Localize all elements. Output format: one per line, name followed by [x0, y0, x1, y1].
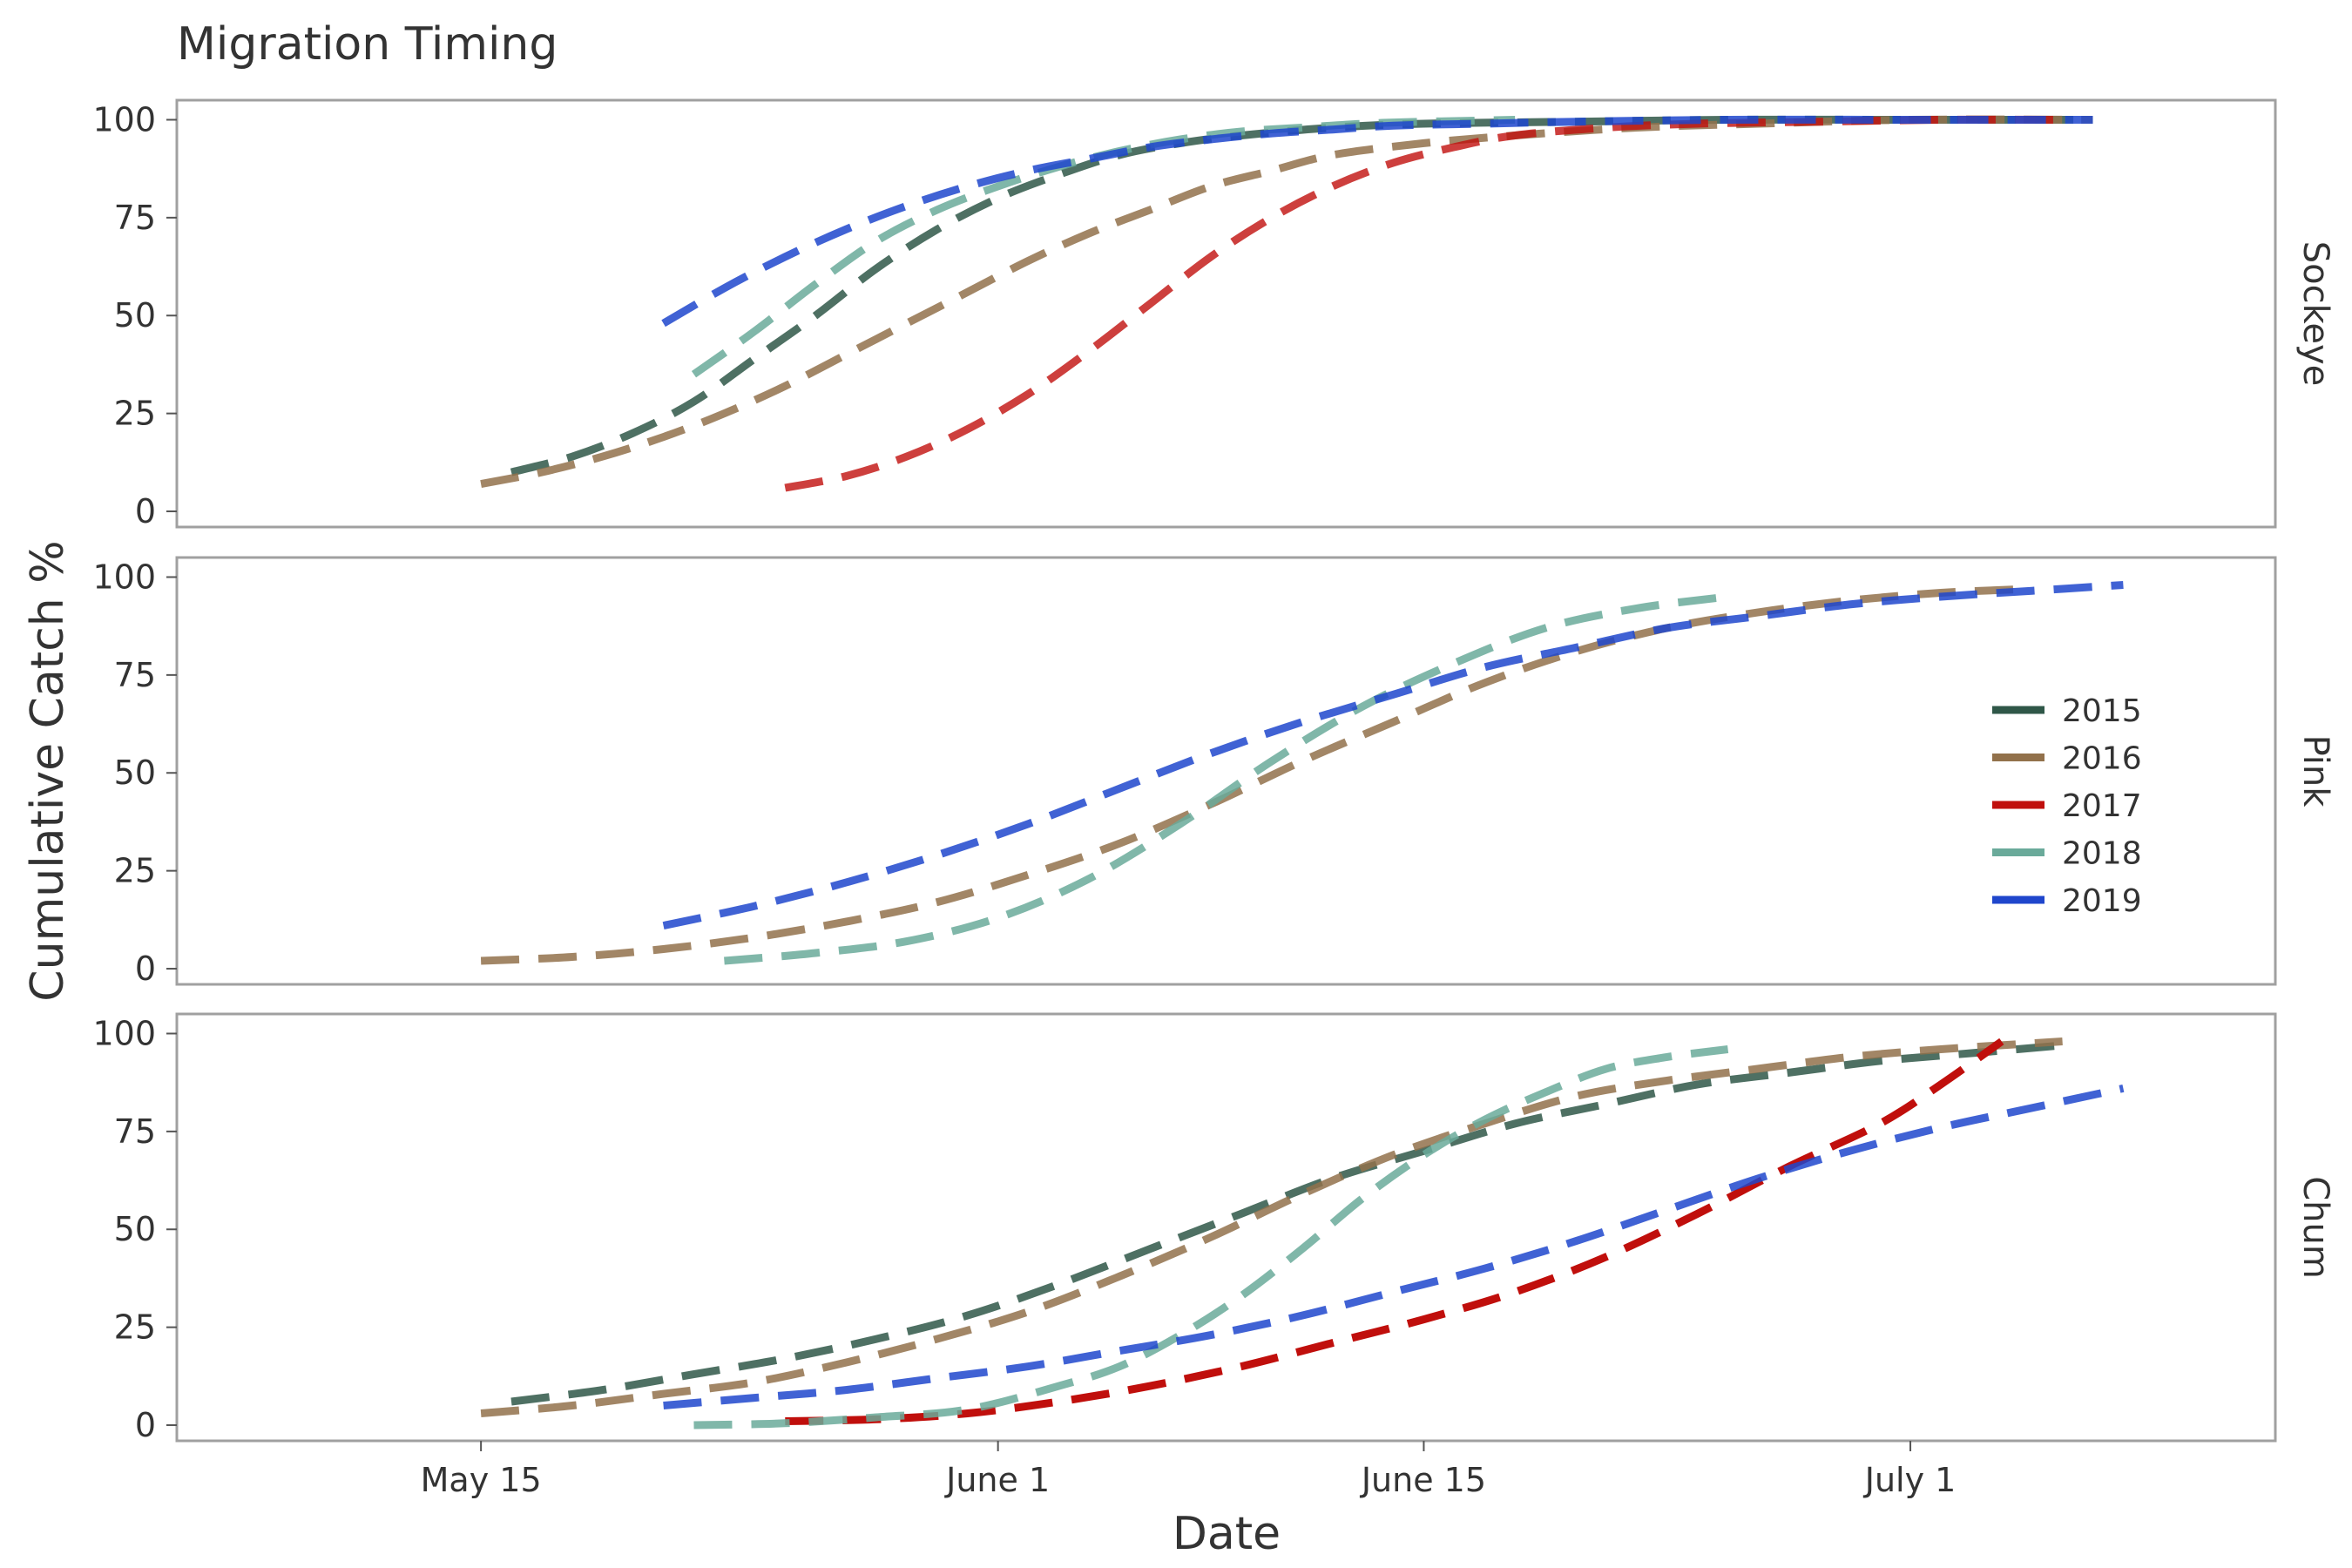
legend-label: 2019	[2062, 883, 2142, 919]
legend-item-2016: 2016	[1992, 741, 2142, 777]
series-line-2018	[724, 592, 1729, 965]
panel-frame	[175, 556, 2277, 986]
facet-label-pink: Pink	[2295, 735, 2335, 808]
y-axis-title: Cumulative Catch %	[22, 540, 74, 1001]
legend: 2015 2016 2017 2018 2019	[1992, 693, 2142, 919]
x-tick-label: June 1	[944, 1461, 1050, 1499]
legend-item-2017: 2017	[1992, 788, 2142, 824]
legend-label: 2017	[2062, 788, 2142, 824]
x-axis-title: Date	[1173, 1508, 1281, 1560]
y-tick-label: 25	[114, 852, 156, 890]
y-tick-label: 75	[114, 199, 156, 237]
y-tick-label: 50	[114, 754, 156, 792]
x-tick-label: June 15	[1360, 1461, 1486, 1499]
chart-title: Migration Timing	[177, 18, 558, 71]
y-tick-label: 75	[114, 1112, 156, 1151]
panel-chum: 0 25 50 75 100 May 15 June 1 June 15 July 1 Chum	[92, 1012, 2335, 1499]
series-line-2018	[691, 116, 1516, 378]
panel-frame	[175, 98, 2277, 529]
series-line-2019	[662, 581, 2124, 929]
y-tick-label: 25	[114, 1308, 156, 1347]
series-line-2016	[480, 1037, 2063, 1417]
legend-label: 2016	[2062, 741, 2142, 777]
legend-item-2015: 2015	[1992, 693, 2142, 729]
y-tick-label: 50	[114, 296, 156, 335]
series-line-2018	[693, 1045, 1729, 1429]
y-tick-label: 75	[114, 656, 156, 694]
y-tick-label: 100	[92, 558, 156, 596]
facet-panels: 0 25 50 75 100 Sockeye 0 25 50 75 100 Pink 0 25 50 75 10…	[92, 98, 2335, 1499]
legend-item-2018: 2018	[1992, 836, 2142, 872]
y-tick-label: 100	[92, 100, 156, 139]
x-tick-label: May 15	[421, 1461, 542, 1499]
y-tick-label: 0	[135, 492, 156, 531]
y-tick-label: 100	[92, 1014, 156, 1052]
y-tick-label: 25	[114, 395, 156, 433]
y-tick-label: 50	[114, 1210, 156, 1248]
series-line-2016	[480, 585, 2032, 965]
x-tick-label: July 1	[1863, 1461, 1957, 1499]
y-tick-label: 0	[135, 950, 156, 988]
series-line-2017	[785, 1037, 2004, 1425]
panel-sockeye: 0 25 50 75 100 Sockeye	[92, 98, 2335, 531]
legend-label: 2015	[2062, 693, 2142, 729]
panel-pink: 0 25 50 75 100 Pink	[92, 556, 2335, 988]
y-tick-label: 0	[135, 1406, 156, 1444]
facet-label-sockeye: Sockeye	[2295, 241, 2335, 386]
series-line-2017	[784, 115, 2063, 492]
series-line-2019	[661, 115, 2093, 328]
legend-item-2019: 2019	[1992, 883, 2142, 919]
legend-label: 2018	[2062, 836, 2142, 872]
facet-label-chum: Chum	[2295, 1176, 2335, 1279]
series-line-2019	[663, 1085, 2125, 1409]
series-line-2015	[510, 1041, 2063, 1406]
